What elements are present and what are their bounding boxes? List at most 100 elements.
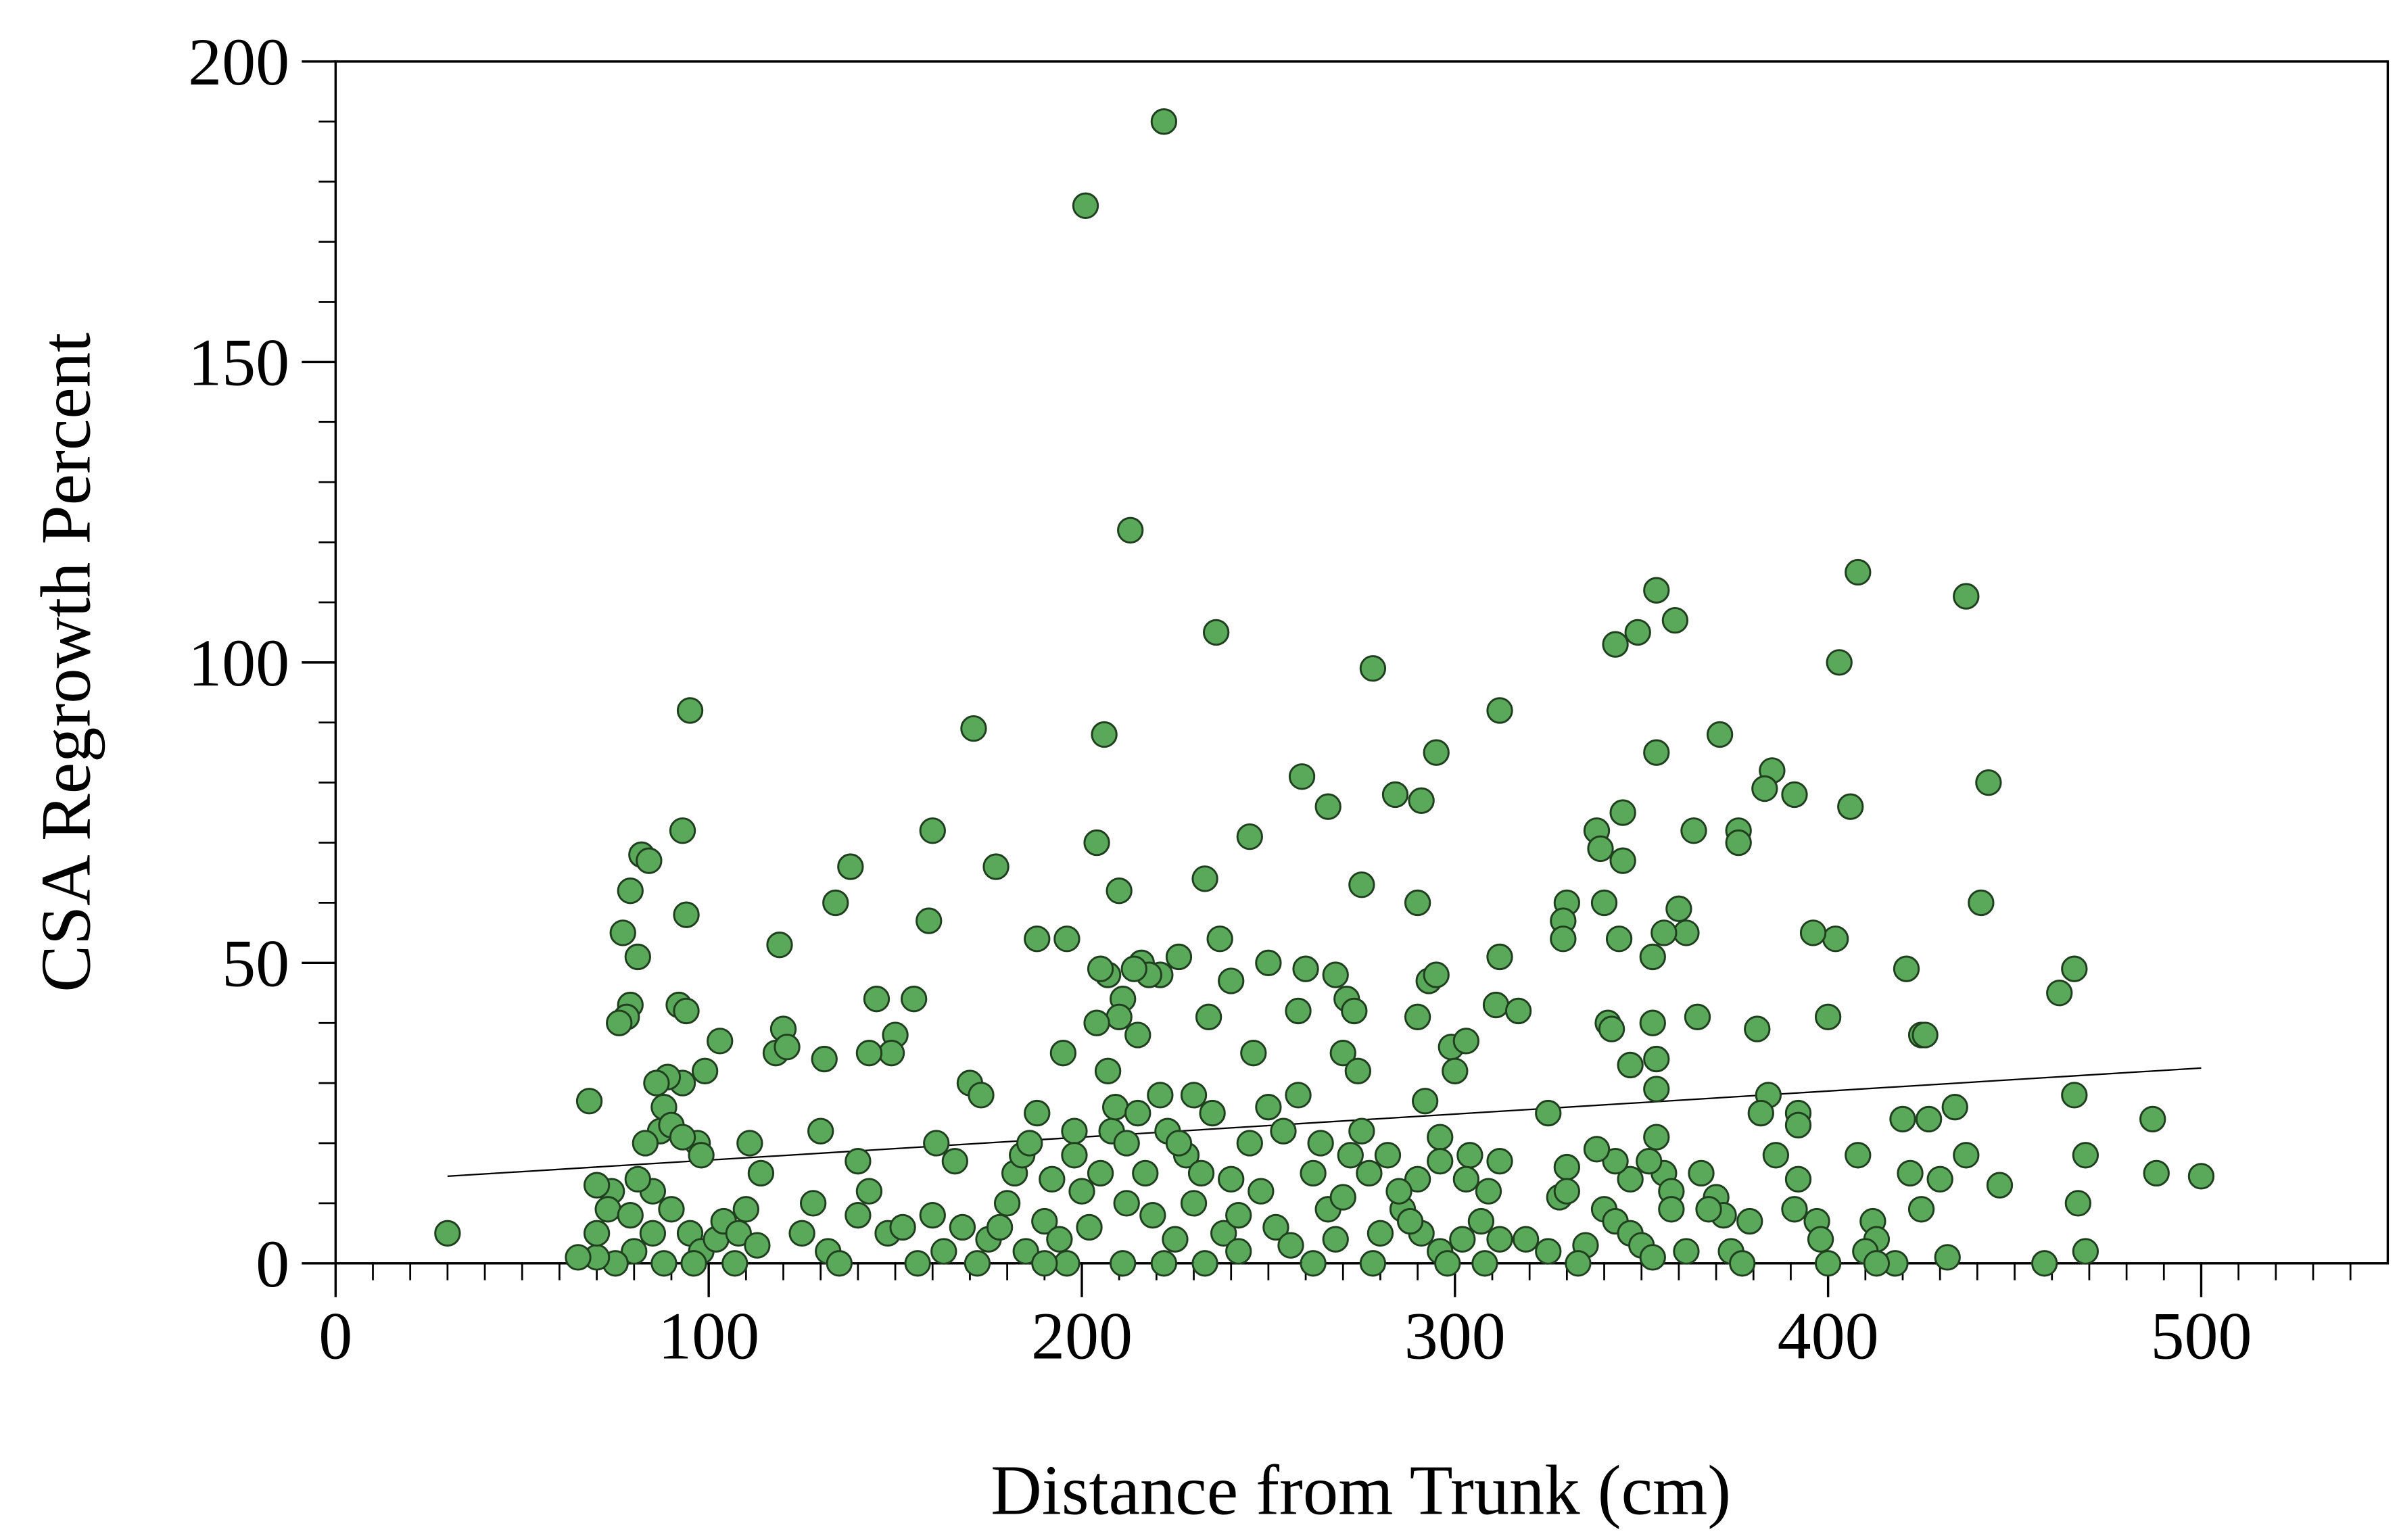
point	[1482, 991, 1510, 1019]
point	[930, 1238, 957, 1265]
point	[1643, 1076, 1670, 1103]
point	[855, 1178, 883, 1205]
point	[1049, 1039, 1077, 1067]
point	[2031, 1250, 2058, 1277]
point	[1673, 919, 1700, 946]
point	[1661, 606, 1689, 634]
point	[1822, 925, 1849, 953]
point	[1210, 1220, 1237, 1247]
point	[721, 1250, 749, 1277]
point	[1072, 192, 1099, 219]
point	[1744, 1015, 1771, 1042]
point	[1598, 1015, 1625, 1042]
point	[1643, 1124, 1670, 1151]
point	[1288, 763, 1316, 790]
point	[1781, 1196, 1808, 1223]
point	[1408, 787, 1435, 814]
point	[1061, 1142, 1088, 1169]
point	[889, 1213, 916, 1241]
point	[1367, 1220, 1394, 1247]
point	[811, 1045, 838, 1073]
point	[1110, 1250, 1137, 1277]
point	[1356, 1159, 1383, 1187]
point	[941, 1147, 969, 1175]
point	[1512, 1226, 1540, 1253]
point	[1799, 919, 1827, 946]
point	[1639, 1244, 1666, 1271]
point	[1180, 1082, 1208, 1109]
point	[1475, 1178, 1502, 1205]
point	[1889, 1105, 1916, 1133]
point	[1423, 739, 1450, 766]
point	[960, 715, 987, 742]
point	[1617, 1051, 1644, 1079]
y-tick-label: 200	[188, 24, 289, 99]
point	[1427, 1147, 1454, 1175]
point	[1206, 925, 1233, 953]
point	[1187, 1159, 1215, 1187]
point	[1553, 1153, 1581, 1181]
point	[1609, 799, 1636, 826]
point	[1083, 1009, 1110, 1036]
point	[1583, 1136, 1611, 1163]
point	[673, 901, 700, 928]
point	[736, 1130, 763, 1157]
y-axis-title: CSA Regrowth Percent	[27, 333, 105, 992]
point	[1150, 108, 1178, 135]
point	[993, 1190, 1021, 1217]
point	[949, 1213, 976, 1241]
point	[1941, 1093, 1968, 1121]
point	[1202, 619, 1230, 646]
x-tick-label: 200	[1031, 1299, 1133, 1374]
point	[1113, 1190, 1140, 1217]
point	[1322, 961, 1349, 988]
point	[1147, 1082, 1174, 1109]
point	[1486, 1226, 1513, 1253]
point	[822, 889, 849, 917]
point	[1165, 943, 1193, 971]
point	[1486, 697, 1513, 724]
point	[1565, 1250, 1592, 1277]
point	[1897, 1159, 1924, 1187]
point	[1423, 961, 1450, 988]
point	[1845, 1142, 1872, 1169]
point	[1337, 1142, 1364, 1169]
point	[1307, 1130, 1334, 1157]
point	[1784, 1165, 1812, 1193]
point	[1165, 1130, 1193, 1157]
point	[1587, 835, 1614, 863]
point	[863, 985, 890, 1013]
point	[1199, 1099, 1226, 1127]
point	[1452, 1165, 1480, 1193]
point	[1218, 967, 1245, 994]
point	[1953, 583, 1980, 610]
point	[1024, 1099, 1051, 1127]
point	[1195, 1003, 1222, 1030]
point	[1012, 1238, 1039, 1265]
point	[788, 1220, 815, 1247]
point	[1486, 943, 1513, 971]
point	[744, 1232, 771, 1259]
point	[774, 1034, 801, 1061]
point	[1826, 649, 1853, 676]
point	[1024, 925, 1051, 953]
point	[1926, 1165, 1953, 1193]
point	[1695, 1196, 1722, 1223]
point	[434, 1220, 461, 1247]
point	[1117, 516, 1144, 544]
point	[1471, 1250, 1498, 1277]
point	[1150, 1250, 1178, 1277]
point	[632, 1130, 659, 1157]
point	[1344, 1057, 1371, 1084]
point	[1262, 1213, 1289, 1241]
point	[1486, 1147, 1513, 1175]
point	[1191, 865, 1218, 892]
point	[669, 817, 696, 844]
point	[1605, 925, 1633, 953]
point	[1535, 1238, 1562, 1265]
point	[1467, 1207, 1495, 1235]
point	[1083, 829, 1110, 857]
point	[1091, 721, 1118, 748]
point	[1329, 1039, 1356, 1067]
